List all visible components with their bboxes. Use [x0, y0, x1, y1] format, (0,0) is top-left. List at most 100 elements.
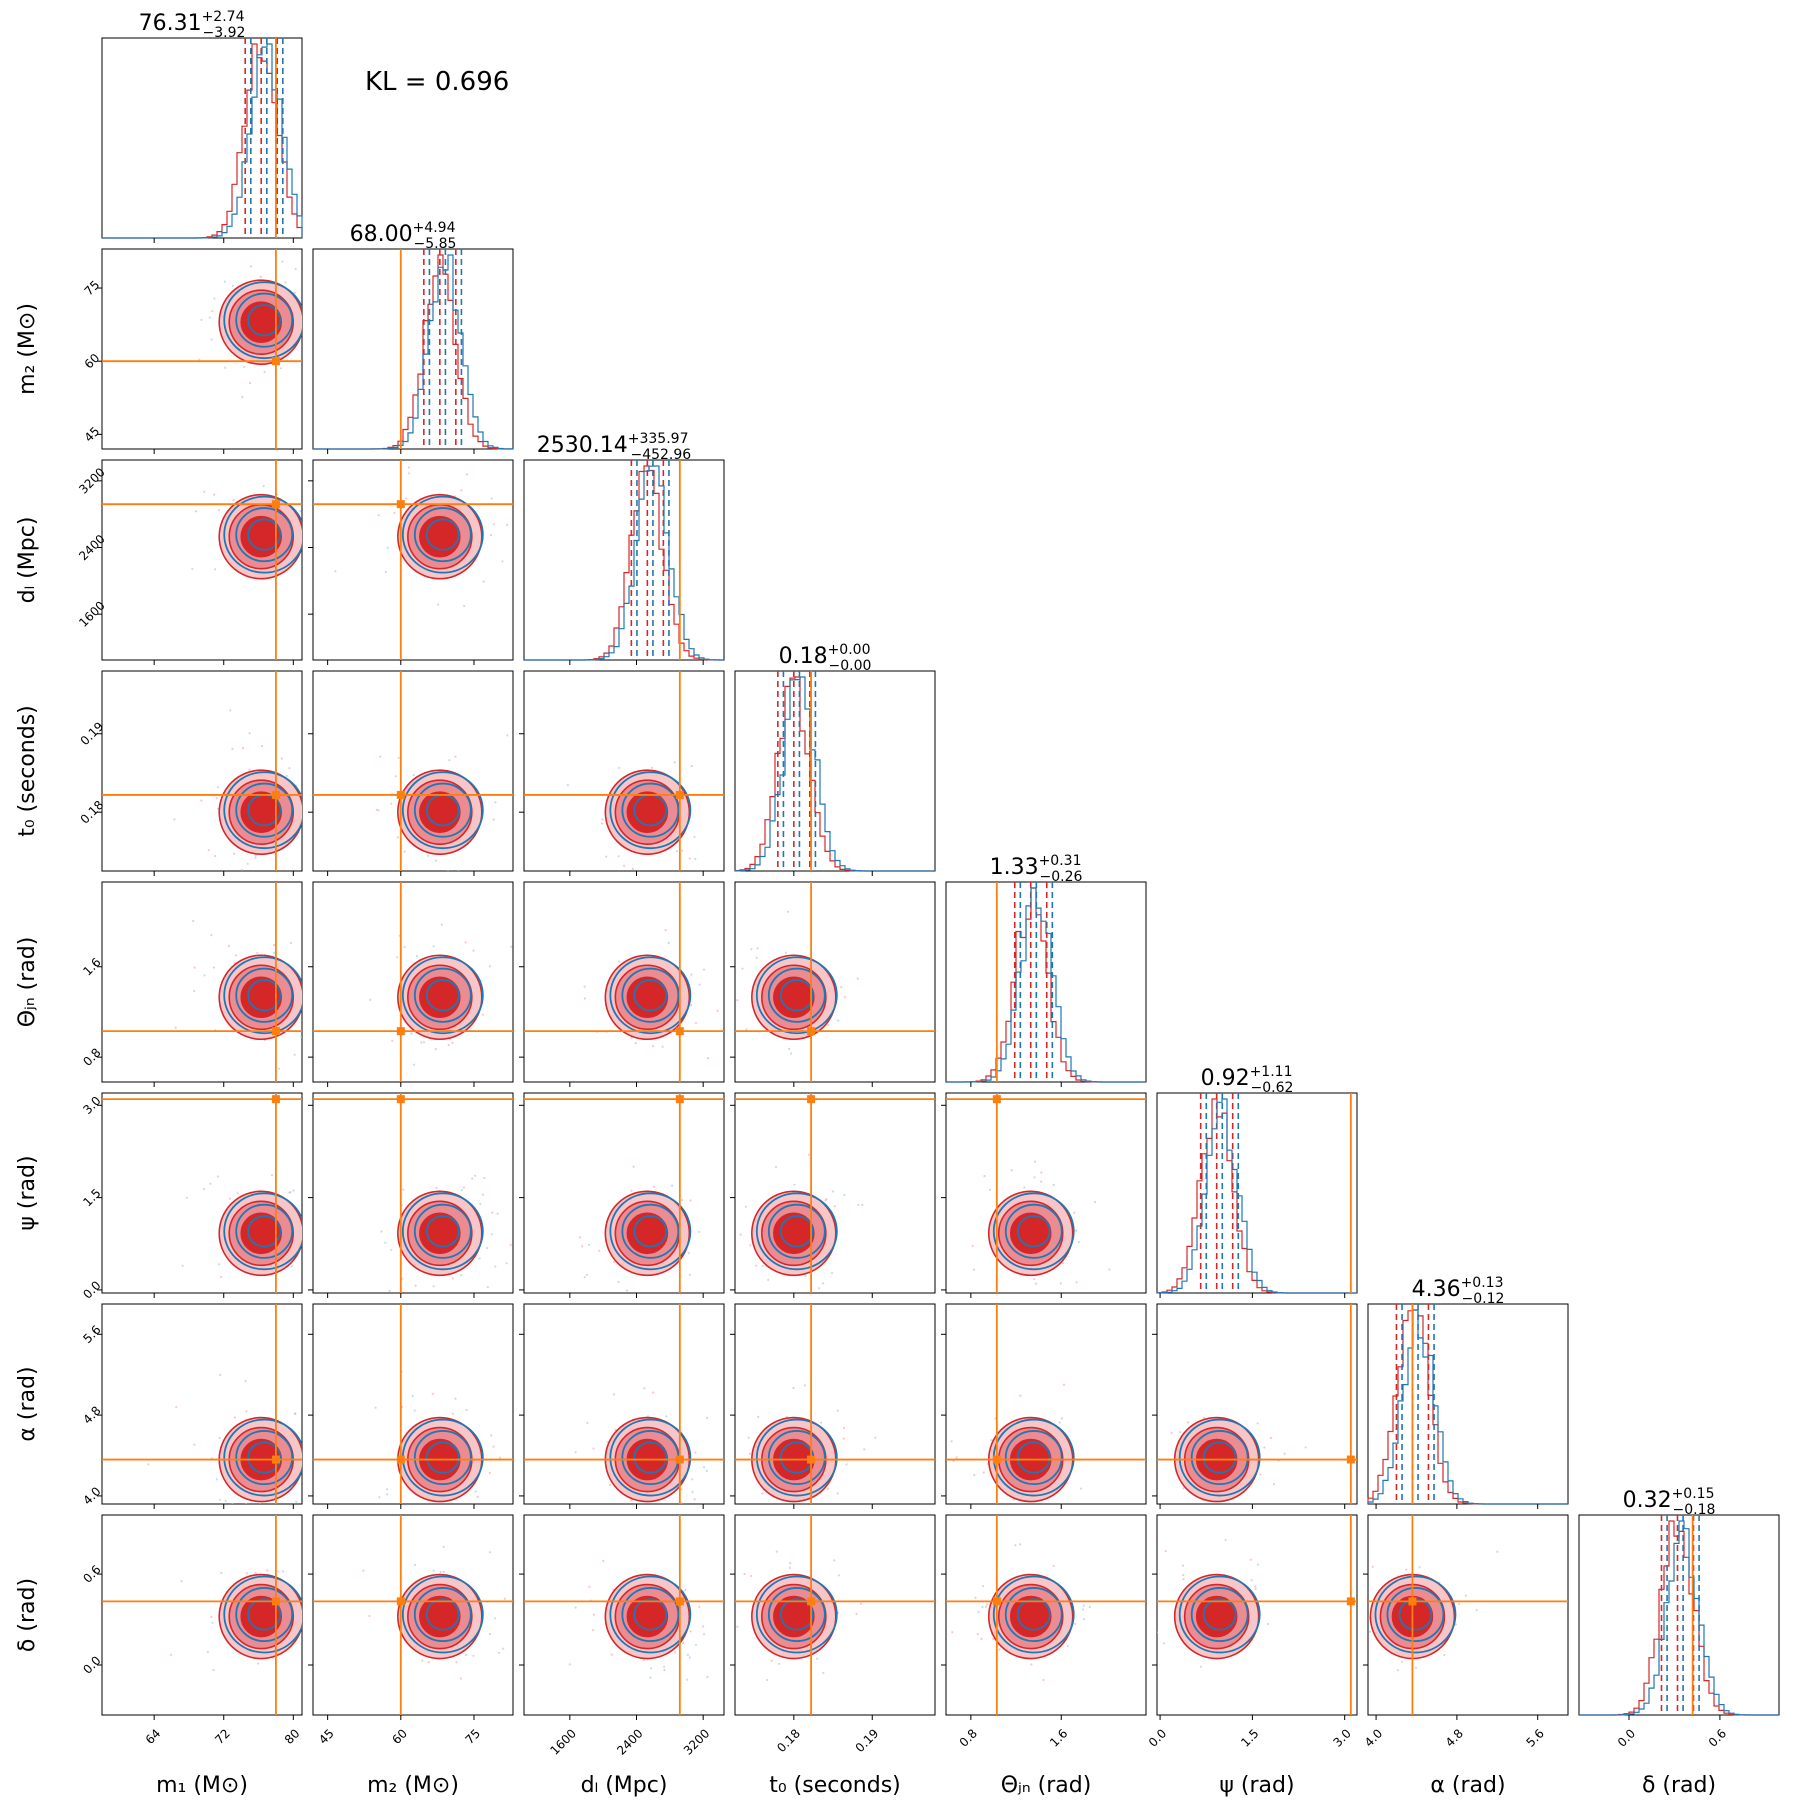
panel-content [524, 671, 724, 871]
y-axis-label-m2: m₂ (M⊙) [15, 303, 40, 395]
scatter-point [294, 267, 297, 270]
scatter-point [747, 1436, 750, 1439]
scatter-point [1181, 1564, 1184, 1567]
scatter-point [1182, 1578, 1185, 1581]
scatter-point [598, 1249, 601, 1252]
scatter-point [1094, 1200, 1097, 1204]
scatter-point [227, 944, 230, 948]
scatter-point [263, 371, 266, 374]
contour-b-level-2 [425, 518, 460, 551]
panel-content [102, 1515, 302, 1715]
scatter-point [431, 1392, 434, 1395]
scatter-point [393, 511, 396, 514]
scatter-point [412, 1063, 416, 1066]
scatter-point [193, 989, 196, 993]
contour-b-level-0 [992, 1192, 1075, 1271]
scatter-point [1199, 1665, 1203, 1668]
scatter-point [237, 1506, 239, 1508]
scatter-point [492, 1445, 495, 1448]
scatter-point [583, 997, 587, 1000]
scatter-point [1074, 1229, 1078, 1232]
panel-t0-m1: 0.180.19 [78, 670, 303, 876]
scatter-point [1010, 1169, 1013, 1172]
contour-b-level-0 [755, 1418, 838, 1497]
scatter-point [1052, 1183, 1055, 1187]
panel-t0-m2 [308, 670, 514, 876]
scatter-point [334, 570, 337, 573]
panel-frame [734, 670, 936, 872]
x-tick-label: 60 [389, 1726, 410, 1747]
scatter-point [291, 1265, 294, 1268]
scatter-point [220, 1275, 223, 1278]
scatter-point [774, 1165, 778, 1168]
contour-b-level-1 [1004, 1203, 1063, 1259]
scatter-point [249, 265, 252, 268]
scatter-point [488, 1471, 491, 1474]
scatter-point [451, 1412, 454, 1415]
scatter-point [245, 1572, 248, 1575]
scatter-point [479, 1202, 482, 1205]
scatter-point [703, 1633, 706, 1636]
scatter-point [435, 1186, 438, 1189]
scatter-point [618, 960, 621, 963]
contour-b-level-1 [413, 782, 472, 838]
scatter-point [1400, 1660, 1404, 1663]
scatter-point [568, 1663, 571, 1666]
scatter-point [213, 297, 216, 300]
contour-b-level-0 [401, 956, 484, 1035]
truth-marker [271, 1455, 280, 1464]
scatter-point [481, 1193, 484, 1196]
contour-b-level-2 [247, 304, 282, 337]
panel-content [735, 882, 935, 1082]
scatter-point [664, 929, 667, 932]
panel-m2-m1: 45 60 75 [82, 248, 306, 454]
scatter-point [632, 1165, 635, 1168]
scatter-point [673, 761, 676, 764]
scatter-point [822, 1671, 825, 1675]
scatter-point [1458, 1602, 1461, 1606]
scatter-point [989, 1188, 992, 1191]
scatter-point [490, 1434, 493, 1437]
scatter-point [992, 1637, 995, 1641]
scatter-point [216, 1175, 219, 1178]
scatter-point [842, 1437, 845, 1440]
contour-b-level-0 [1374, 1575, 1457, 1654]
scatter-point [1164, 1550, 1167, 1553]
scatter-point [304, 298, 306, 300]
scatter-point [210, 338, 213, 341]
y-tick-label: 45 [82, 424, 103, 445]
scatter-point [1066, 1644, 1069, 1647]
scatter-point [984, 1605, 988, 1608]
scatter-point [974, 1596, 977, 1599]
contour-b-level-0 [223, 1418, 302, 1497]
contour-b-level-0 [223, 281, 302, 360]
scatter-point [1023, 1186, 1026, 1189]
scatter-point [1363, 1618, 1365, 1620]
scatter-point [830, 1272, 834, 1275]
scatter-point [1019, 1394, 1022, 1397]
scatter-point [481, 1013, 484, 1016]
scatter-point [690, 764, 693, 768]
scatter-point [617, 1280, 620, 1283]
scatter-point [241, 396, 244, 399]
scatter-point [254, 856, 257, 859]
scatter-point [412, 773, 415, 777]
scatter-point [437, 603, 440, 606]
scatter-point [408, 472, 411, 475]
scatter-point [807, 1153, 811, 1156]
scatter-point [174, 1026, 177, 1029]
x-axis-label-t0: t₀ (seconds) [769, 1773, 901, 1798]
panel-content [102, 671, 302, 871]
scatter-point [588, 1585, 591, 1588]
panel-psi-theta [941, 1092, 1147, 1298]
scatter-point [454, 1397, 457, 1400]
scatter-point [675, 850, 679, 853]
scatter-point [494, 1265, 497, 1268]
scatter-point [741, 967, 744, 970]
scatter-point [837, 1019, 840, 1022]
scatter-point [730, 1584, 732, 1586]
scatter-point [472, 949, 475, 952]
scatter-point [489, 534, 493, 537]
scatter-point [460, 489, 463, 492]
scatter-point [277, 1570, 280, 1573]
